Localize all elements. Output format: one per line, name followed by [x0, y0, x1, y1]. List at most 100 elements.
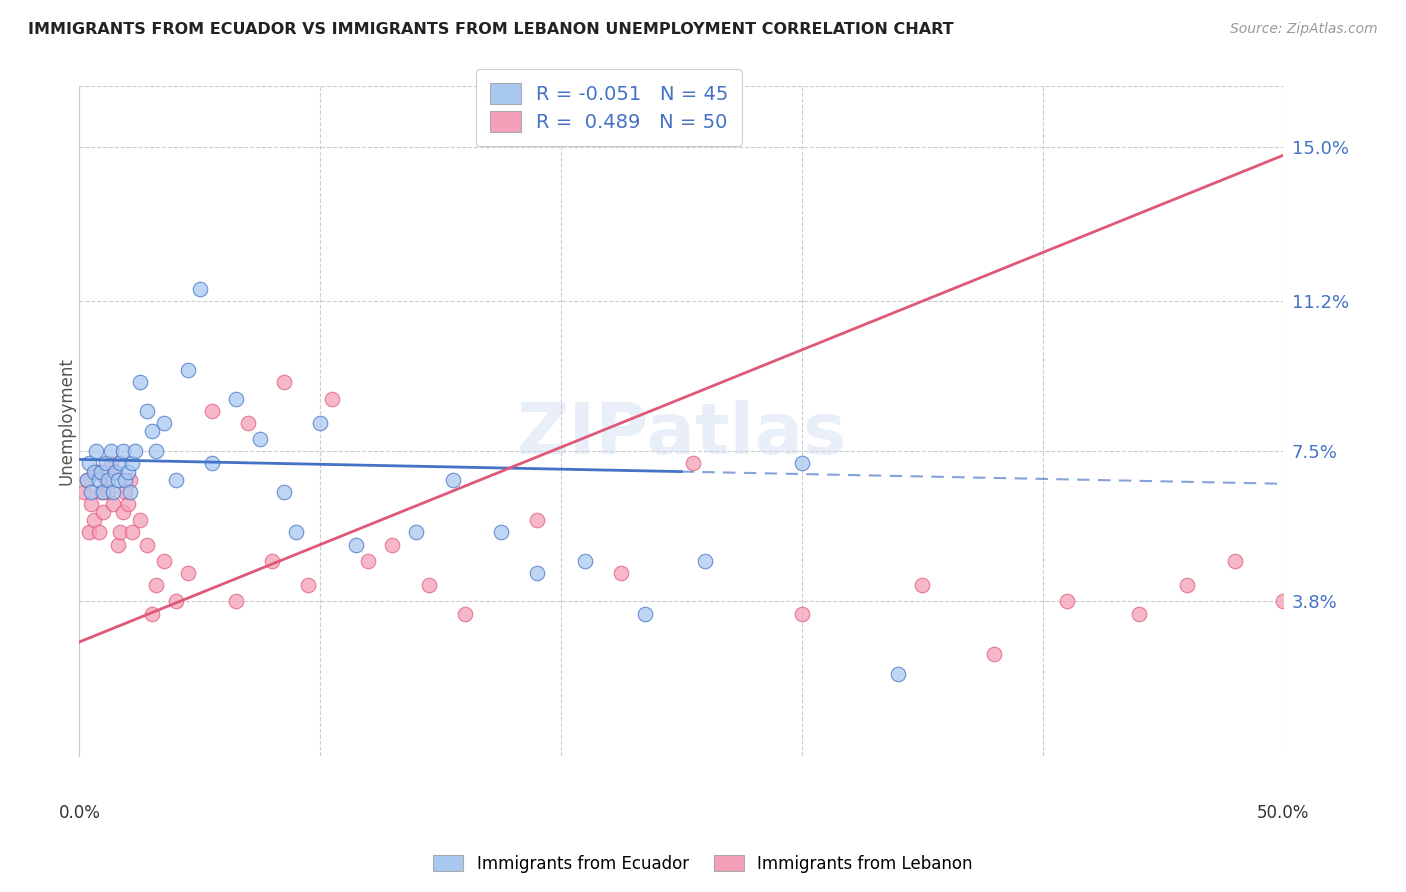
Point: [128, 513, 150, 527]
Y-axis label: Unemployment: Unemployment: [58, 357, 75, 485]
Point: [357, 554, 380, 568]
Point: [83, 465, 105, 479]
Point: [273, 376, 295, 390]
Point: [93, 484, 115, 499]
Point: [983, 647, 1005, 661]
Point: [634, 607, 657, 621]
Point: [1225, 554, 1247, 568]
Point: [225, 392, 247, 406]
Point: [225, 594, 247, 608]
Point: [135, 403, 157, 417]
Point: [1056, 594, 1078, 608]
Point: [152, 554, 174, 568]
Point: [526, 513, 548, 527]
Point: [118, 484, 141, 499]
Point: [285, 525, 308, 540]
Point: [682, 457, 704, 471]
Point: [1128, 607, 1150, 621]
Point: [111, 444, 134, 458]
Point: [101, 497, 124, 511]
Point: [76, 473, 98, 487]
Point: [83, 513, 105, 527]
Text: IMMIGRANTS FROM ECUADOR VS IMMIGRANTS FROM LEBANON UNEMPLOYMENT CORRELATION CHAR: IMMIGRANTS FROM ECUADOR VS IMMIGRANTS FR…: [28, 22, 953, 37]
Point: [610, 566, 633, 580]
Point: [321, 392, 343, 406]
Point: [574, 554, 596, 568]
Point: [145, 444, 167, 458]
Point: [152, 416, 174, 430]
Text: 0.0%: 0.0%: [59, 805, 100, 822]
Point: [84, 444, 107, 458]
Point: [145, 578, 167, 592]
Point: [489, 525, 512, 540]
Point: [76, 473, 98, 487]
Point: [695, 554, 717, 568]
Point: [441, 473, 464, 487]
Point: [124, 444, 146, 458]
Point: [887, 667, 910, 681]
Point: [77, 457, 100, 471]
Point: [117, 497, 139, 511]
Text: 50.0%: 50.0%: [1257, 805, 1309, 822]
Point: [911, 578, 934, 592]
Point: [114, 484, 136, 499]
Point: [80, 497, 103, 511]
Point: [87, 525, 110, 540]
Text: Source: ZipAtlas.com: Source: ZipAtlas.com: [1230, 22, 1378, 37]
Point: [104, 465, 127, 479]
Point: [135, 538, 157, 552]
Point: [94, 457, 117, 471]
Point: [297, 578, 319, 592]
Point: [118, 473, 141, 487]
Point: [236, 416, 259, 430]
Point: [100, 457, 122, 471]
Point: [141, 607, 163, 621]
Point: [273, 484, 295, 499]
Point: [201, 457, 224, 471]
Point: [249, 432, 271, 446]
Point: [121, 457, 143, 471]
Legend: Immigrants from Ecuador, Immigrants from Lebanon: Immigrants from Ecuador, Immigrants from…: [426, 848, 980, 880]
Point: [84, 465, 107, 479]
Text: ZIPatlas: ZIPatlas: [516, 400, 846, 469]
Point: [165, 594, 187, 608]
Point: [141, 424, 163, 438]
Point: [418, 578, 440, 592]
Point: [117, 465, 139, 479]
Point: [121, 525, 143, 540]
Point: [177, 566, 200, 580]
Point: [114, 473, 136, 487]
Legend: R = -0.051   N = 45, R =  0.489   N = 50: R = -0.051 N = 45, R = 0.489 N = 50: [477, 70, 742, 145]
Point: [177, 363, 200, 377]
Point: [526, 566, 548, 580]
Point: [201, 403, 224, 417]
Point: [110, 525, 132, 540]
Point: [90, 484, 112, 499]
Point: [97, 473, 120, 487]
Point: [93, 505, 115, 519]
Point: [128, 376, 150, 390]
Point: [381, 538, 404, 552]
Point: [1272, 594, 1295, 608]
Point: [80, 484, 103, 499]
Point: [107, 473, 129, 487]
Point: [165, 473, 187, 487]
Point: [107, 538, 129, 552]
Point: [97, 484, 120, 499]
Point: [188, 282, 211, 296]
Point: [110, 457, 132, 471]
Point: [344, 538, 367, 552]
Point: [260, 554, 283, 568]
Point: [94, 473, 117, 487]
Point: [405, 525, 427, 540]
Point: [77, 525, 100, 540]
Point: [111, 505, 134, 519]
Point: [100, 444, 122, 458]
Point: [453, 607, 475, 621]
Point: [1175, 578, 1198, 592]
Point: [73, 484, 96, 499]
Point: [87, 473, 110, 487]
Point: [309, 416, 332, 430]
Point: [790, 607, 813, 621]
Point: [90, 465, 112, 479]
